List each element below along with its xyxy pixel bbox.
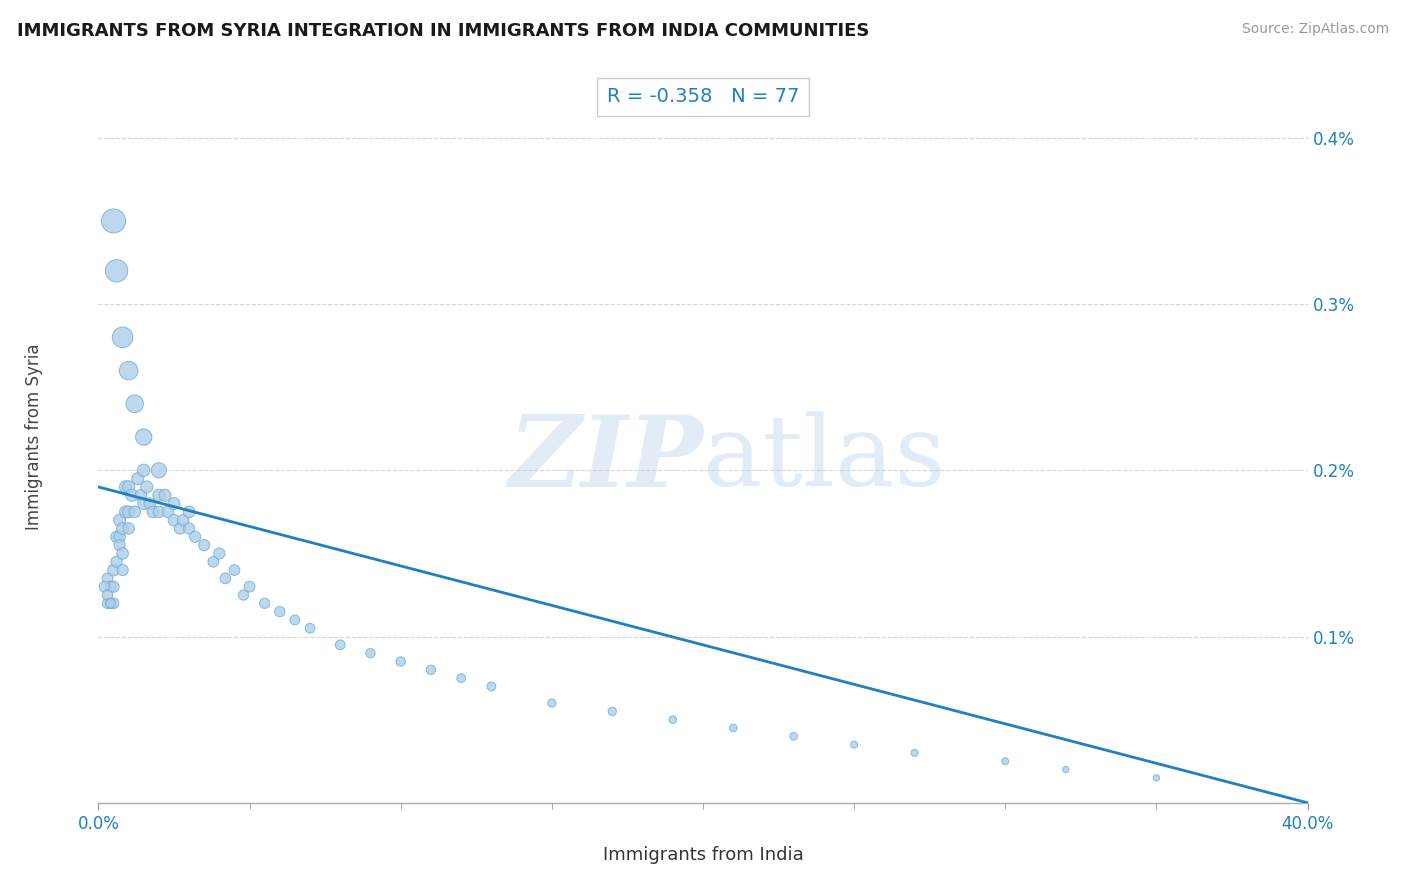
Point — [103, 580, 125, 594]
Point — [100, 580, 122, 594]
Point — [127, 472, 149, 486]
Point — [172, 513, 194, 527]
Point — [169, 521, 191, 535]
Point — [121, 488, 143, 502]
Point — [253, 596, 276, 610]
Point — [163, 497, 186, 511]
Point — [114, 480, 136, 494]
X-axis label: Immigrants from India: Immigrants from India — [603, 847, 803, 864]
Point — [1054, 763, 1077, 777]
Point — [723, 721, 745, 735]
Point — [329, 638, 352, 652]
Point — [124, 397, 146, 411]
Point — [540, 696, 562, 710]
Point — [100, 596, 122, 610]
Point — [224, 563, 246, 577]
Point — [232, 588, 254, 602]
Point — [96, 571, 118, 585]
Point — [118, 505, 141, 519]
Point — [179, 505, 201, 519]
Point — [108, 530, 131, 544]
Point — [118, 363, 141, 377]
Point — [299, 621, 322, 635]
Point — [105, 530, 128, 544]
Point — [111, 563, 134, 577]
Text: atlas: atlas — [703, 411, 946, 507]
Point — [111, 546, 134, 560]
Point — [148, 505, 170, 519]
Point — [661, 713, 683, 727]
Point — [96, 588, 118, 602]
Point — [450, 671, 472, 685]
Text: R = -0.358   N = 77: R = -0.358 N = 77 — [607, 87, 799, 106]
Text: Source: ZipAtlas.com: Source: ZipAtlas.com — [1241, 22, 1389, 37]
Point — [153, 488, 176, 502]
Point — [602, 705, 624, 719]
Point — [142, 505, 165, 519]
Point — [108, 513, 131, 527]
Point — [783, 729, 806, 743]
Point — [111, 330, 134, 344]
Point — [124, 505, 146, 519]
Point — [214, 571, 236, 585]
Point — [118, 521, 141, 535]
Point — [481, 680, 503, 694]
Point — [269, 605, 291, 619]
Point — [389, 655, 412, 669]
Point — [904, 746, 927, 760]
Point — [193, 538, 215, 552]
Point — [284, 613, 307, 627]
Point — [208, 546, 231, 560]
Point — [420, 663, 443, 677]
Point — [132, 497, 155, 511]
Point — [139, 497, 162, 511]
Text: IMMIGRANTS FROM SYRIA INTEGRATION IN IMMIGRANTS FROM INDIA COMMUNITIES: IMMIGRANTS FROM SYRIA INTEGRATION IN IMM… — [17, 22, 869, 40]
Point — [108, 538, 131, 552]
Point — [156, 505, 179, 519]
Point — [184, 530, 207, 544]
Point — [129, 488, 152, 502]
Point — [105, 555, 128, 569]
Point — [132, 430, 155, 444]
Point — [93, 580, 115, 594]
Point — [132, 463, 155, 477]
Point — [111, 521, 134, 535]
Point — [1144, 771, 1167, 785]
Point — [994, 754, 1017, 768]
Y-axis label: Immigrants from Syria: Immigrants from Syria — [25, 343, 42, 531]
Point — [118, 480, 141, 494]
Point — [179, 521, 201, 535]
Point — [103, 596, 125, 610]
Point — [96, 596, 118, 610]
Point — [202, 555, 225, 569]
Point — [148, 463, 170, 477]
Point — [148, 488, 170, 502]
Point — [135, 480, 157, 494]
Point — [844, 738, 866, 752]
Point — [100, 596, 122, 610]
Point — [114, 505, 136, 519]
Point — [163, 513, 186, 527]
Text: ZIP: ZIP — [508, 411, 703, 508]
Point — [103, 214, 125, 228]
Point — [103, 563, 125, 577]
Point — [239, 580, 262, 594]
Point — [105, 264, 128, 278]
Point — [360, 646, 382, 660]
